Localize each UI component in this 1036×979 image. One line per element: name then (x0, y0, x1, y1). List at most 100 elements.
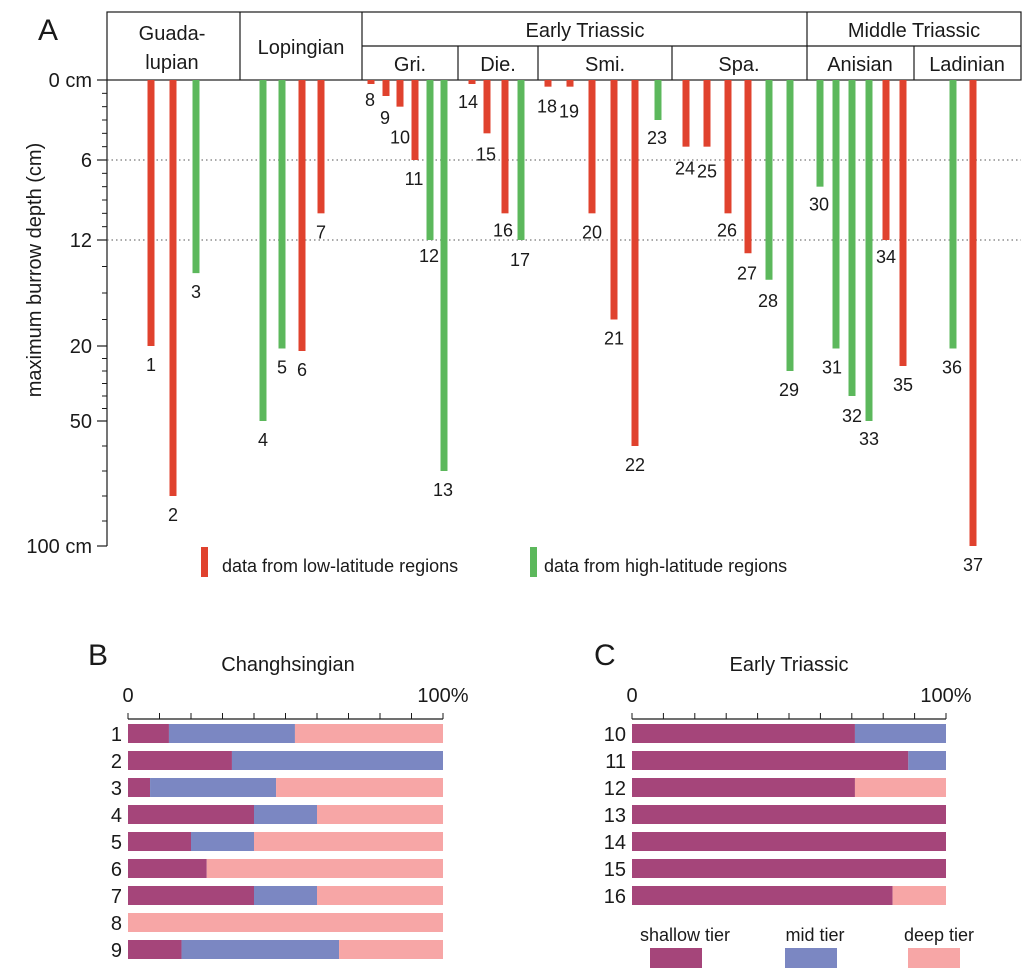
depth-bar-label-17: 17 (510, 250, 530, 270)
depth-bar-label-9: 9 (380, 108, 390, 128)
depth-bar-label-34: 34 (876, 247, 896, 267)
depth-bars (147, 80, 977, 546)
depth-bar-12 (426, 80, 434, 240)
depth-bar-24 (682, 80, 690, 147)
panel-b-category-2: 2 (111, 751, 122, 773)
depth-bar-36 (949, 80, 957, 349)
y-tick-label: 0 cm (49, 70, 92, 92)
panel-b-segment-9-deep-tier (339, 940, 443, 959)
depth-bar-21 (610, 80, 618, 320)
panel-b-segment-4-shallow-tier (128, 805, 254, 824)
panel-c-category-15: 15 (604, 859, 626, 881)
y-axis-title: maximum burrow depth (cm) (24, 143, 46, 398)
panel-b-segment-6-deep-tier (206, 859, 443, 878)
panel-c-segment-12-deep-tier (854, 778, 946, 797)
panel-c-category-16: 16 (604, 886, 626, 908)
header-early-triassic: Early Triassic (526, 20, 645, 42)
panel-b-segment-4-deep-tier (317, 805, 443, 824)
depth-bar-label-33: 33 (859, 429, 879, 449)
depth-bar-label-5: 5 (277, 358, 287, 378)
legend-mid-swatch (785, 948, 837, 968)
depth-bar-label-32: 32 (842, 406, 862, 426)
depth-bar-35 (899, 80, 907, 366)
panel-b-category-8: 8 (111, 913, 122, 935)
panel-c-segment-11-shallow-tier (632, 751, 909, 770)
depth-bar-32 (848, 80, 856, 396)
header-labels: Guada- lupian Lopingian Early Triassic M… (139, 20, 1005, 76)
header-guadalupian-1: Guada- (139, 23, 206, 45)
panel-b-category-3: 3 (111, 778, 122, 800)
y-tick-label: 20 (70, 336, 92, 358)
panel-b-segment-3-mid-tier (150, 778, 277, 797)
depth-bar-label-14: 14 (458, 92, 478, 112)
panel-b-category-5: 5 (111, 832, 122, 854)
depth-bar-label-1: 1 (146, 355, 156, 375)
panel-b-segment-8-deep-tier (128, 913, 443, 932)
depth-bar-label-29: 29 (779, 380, 799, 400)
panel-c-tick-0: 0 (626, 685, 637, 707)
panel-label-b: B (88, 639, 108, 672)
legend-deep-swatch (908, 948, 960, 968)
panel-b-bars (128, 724, 443, 959)
panel-c-segment-15-shallow-tier (632, 859, 946, 878)
panel-b-category-6: 6 (111, 859, 122, 881)
depth-bar-8 (367, 80, 375, 84)
panel-c-category-11: 11 (605, 751, 626, 773)
y-tick-label: 6 (81, 150, 92, 172)
y-axis-minor-ticks (102, 92, 107, 522)
header-gri: Gri. (394, 54, 426, 76)
panel-c-category-14: 14 (604, 832, 626, 854)
depth-bar-37 (969, 80, 977, 546)
depth-bar-11 (411, 80, 419, 160)
depth-bar-label-37: 37 (963, 555, 983, 575)
panel-c-ticks (631, 713, 947, 719)
depth-bar-1 (147, 80, 155, 346)
depth-bar-label-20: 20 (582, 222, 602, 242)
y-tick-label: 12 (70, 230, 92, 252)
panel-c: Early Triassic 0 100% 10 11 12 13 14 15 16 (604, 654, 972, 908)
panel-b-segment-9-mid-tier (181, 940, 340, 959)
depth-bar-label-3: 3 (191, 282, 201, 302)
legend-high-label: data from high-latitude regions (544, 556, 787, 576)
depth-bar-label-24: 24 (675, 159, 695, 179)
legend-high-swatch (530, 547, 537, 577)
panel-c-segment-12-shallow-tier (632, 778, 855, 797)
depth-bar-30 (816, 80, 824, 187)
panel-b-segment-5-deep-tier (254, 832, 443, 851)
y-tick-label: 50 (70, 411, 92, 433)
panel-b-segment-7-mid-tier (254, 886, 317, 905)
panel-b-category-9: 9 (111, 940, 122, 962)
panel-b-segment-1-shallow-tier (128, 724, 169, 743)
panel-a-legend: data from low-latitude regions data from… (201, 547, 787, 577)
depth-bar-label-12: 12 (419, 246, 439, 266)
depth-bar-2 (169, 80, 177, 496)
panel-b-segment-7-shallow-tier (128, 886, 254, 905)
depth-bar-5 (278, 80, 286, 349)
depth-bar-label-10: 10 (390, 128, 410, 148)
panel-b-tick-0: 0 (122, 685, 133, 707)
panel-b-segment-9-shallow-tier (128, 940, 182, 959)
panel-c-title: Early Triassic (730, 654, 849, 676)
depth-bar-label-28: 28 (758, 291, 778, 311)
depth-bar-label-26: 26 (717, 220, 737, 240)
depth-bar-label-25: 25 (697, 162, 717, 182)
legend-shallow-swatch (650, 948, 702, 968)
panel-b-segment-5-shallow-tier (128, 832, 191, 851)
panel-c-tick-100: 100% (920, 685, 971, 707)
depth-bar-label-6: 6 (297, 360, 307, 380)
panel-label-a: A (38, 14, 58, 47)
header-ladinian: Ladinian (929, 54, 1005, 76)
depth-bar-26 (724, 80, 732, 214)
depth-bar-10 (396, 80, 404, 107)
depth-bar-label-11: 11 (405, 169, 424, 189)
header-smi: Smi. (585, 54, 625, 76)
depth-bar-23 (654, 80, 662, 120)
panel-b-segment-7-deep-tier (317, 886, 443, 905)
depth-bar-label-16: 16 (493, 220, 513, 240)
depth-bar-18 (544, 80, 552, 87)
panel-c-segment-13-shallow-tier (632, 805, 946, 824)
header-anisian: Anisian (827, 54, 893, 76)
depth-bar-label-7: 7 (316, 222, 326, 242)
